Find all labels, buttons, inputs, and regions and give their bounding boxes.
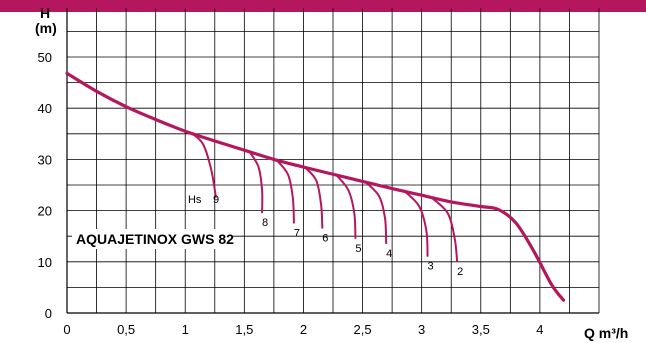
main-performance-curve (65, 71, 566, 302)
x-tick-label: 2,5 (354, 322, 372, 337)
y-tick-label: 10 (38, 255, 52, 270)
x-tick-label: 2 (300, 322, 307, 337)
x-tick-label: 1 (182, 322, 189, 337)
y-axis-title-h: H (40, 5, 50, 21)
curve-label-number: 7 (294, 227, 300, 239)
model-label: AQUAJETINOX GWS 82 (76, 231, 234, 247)
suction-curve-2 (430, 196, 459, 262)
y-tick-label: 0 (45, 306, 52, 321)
header-band (0, 0, 646, 12)
y-tick-label: 50 (38, 50, 52, 65)
curve-label-number: 2 (457, 266, 463, 278)
x-tick-label: 3 (418, 322, 425, 337)
x-tick-label: 4 (536, 322, 543, 337)
suction-curve-9 (190, 132, 217, 198)
y-tick-label: 40 (38, 101, 52, 116)
model-label-backdrop (72, 229, 232, 249)
curve-label-number: 6 (322, 233, 328, 245)
y-tick-label: 20 (38, 204, 52, 219)
x-tick-label: 0,5 (117, 322, 135, 337)
x-tick-label: 3,5 (472, 322, 490, 337)
x-axis-title: Q m³/h (584, 325, 628, 341)
curve-label-hs: Hs (188, 194, 202, 206)
curve-label-number: 3 (428, 261, 434, 273)
y-tick-label: 30 (38, 152, 52, 167)
suction-curve-6 (305, 167, 324, 229)
y-axis-title-unit: (m) (35, 20, 57, 36)
curves (65, 71, 566, 302)
suction-curve-5 (335, 174, 357, 239)
curve-label-number: 9 (213, 194, 219, 206)
suction-curve-8 (249, 152, 264, 214)
suction-curve-7 (276, 160, 295, 224)
x-tick-label: 0 (63, 322, 70, 337)
curve-label-number: 8 (262, 217, 268, 229)
x-tick-label: 1,5 (235, 322, 253, 337)
curve-label-number: 5 (355, 243, 361, 255)
curve-labels: Hs 9 8 7 6 5 4 3 2 AQUAJETINOX GWS 82 (72, 194, 463, 278)
grid (66, 8, 600, 314)
suction-curve-3 (404, 190, 429, 257)
suction-curve-4 (365, 181, 388, 244)
curve-label-number: 4 (386, 248, 392, 260)
